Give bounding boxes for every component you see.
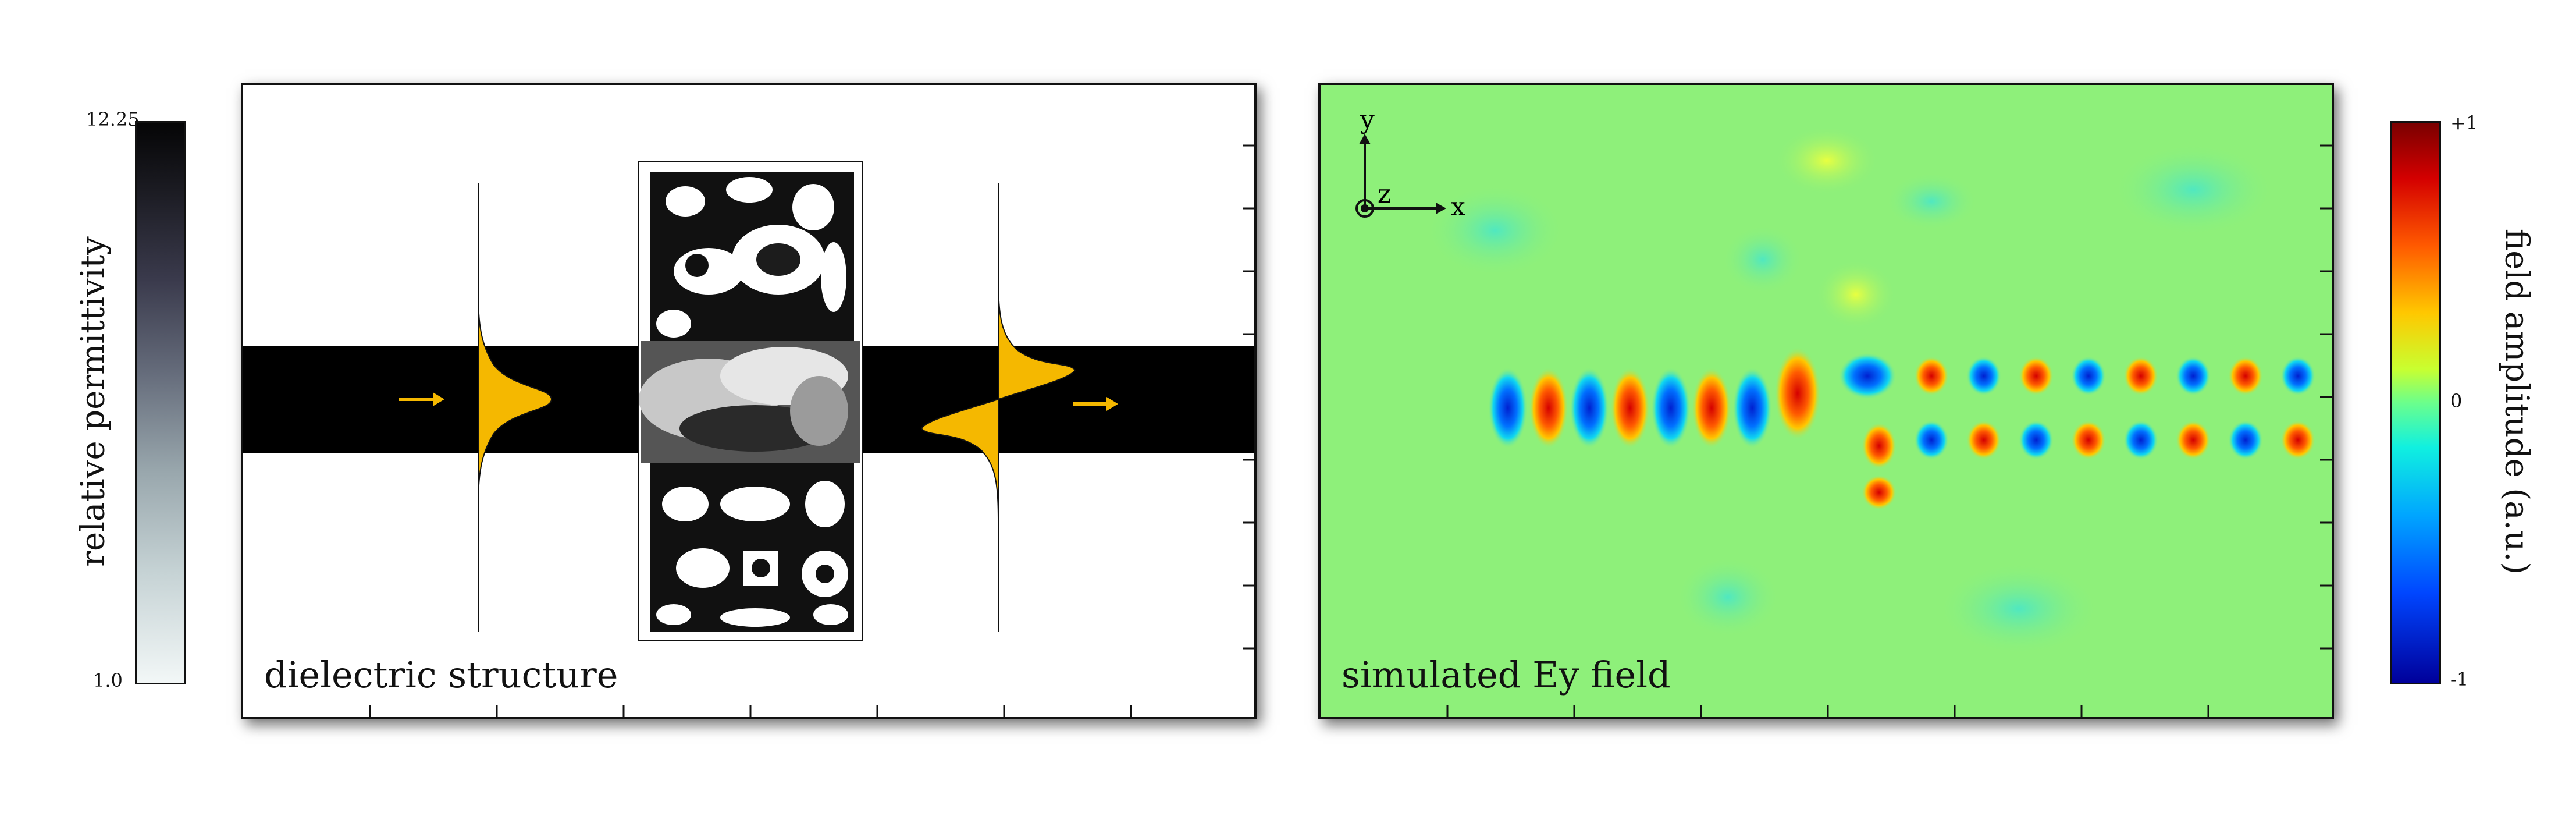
axis-label-x: x xyxy=(1451,192,1465,222)
simulated-field-panel: y z x simulated Ey field xyxy=(1318,83,2334,719)
arrow-right-icon xyxy=(399,392,444,406)
field-min-label: -1 xyxy=(2450,668,2469,690)
output-mode-field xyxy=(1914,356,2315,460)
axis-label-z: z xyxy=(1378,179,1391,209)
permittivity-colorbar-title: relative permittivity xyxy=(74,236,112,567)
field-max-label: +1 xyxy=(2450,112,2478,134)
dielectric-structure-diagram xyxy=(243,144,1254,717)
field-background xyxy=(1425,126,2275,655)
axis-label-y: y xyxy=(1360,105,1375,134)
simulated-field-caption: simulated Ey field xyxy=(1342,654,1671,696)
permittivity-max-label: 12.25 xyxy=(86,108,140,130)
field-amplitude-colorbar xyxy=(2390,121,2441,684)
optimized-device-region xyxy=(638,161,863,641)
field-map: y z x xyxy=(1355,105,2332,717)
permittivity-colorbar xyxy=(135,121,186,684)
arrow-right-icon xyxy=(1073,397,1118,411)
field-amplitude-colorbar-title: field amplitude (a.u.) xyxy=(2497,228,2536,575)
input-mode-profile xyxy=(478,294,553,505)
output-mode-profile-lower xyxy=(920,398,999,522)
field-panel-ticks xyxy=(1446,144,2332,717)
output-mode-profile-upper xyxy=(998,276,1076,400)
input-mode-field xyxy=(1488,347,1897,510)
field-zero-label: 0 xyxy=(2450,390,2463,412)
coordinate-axes-icon xyxy=(1355,134,1446,218)
dielectric-structure-caption: dielectric structure xyxy=(264,654,618,696)
panel-ticks xyxy=(369,144,1254,717)
permittivity-min-label: 1.0 xyxy=(93,669,123,691)
dielectric-structure-panel: dielectric structure xyxy=(241,83,1257,719)
